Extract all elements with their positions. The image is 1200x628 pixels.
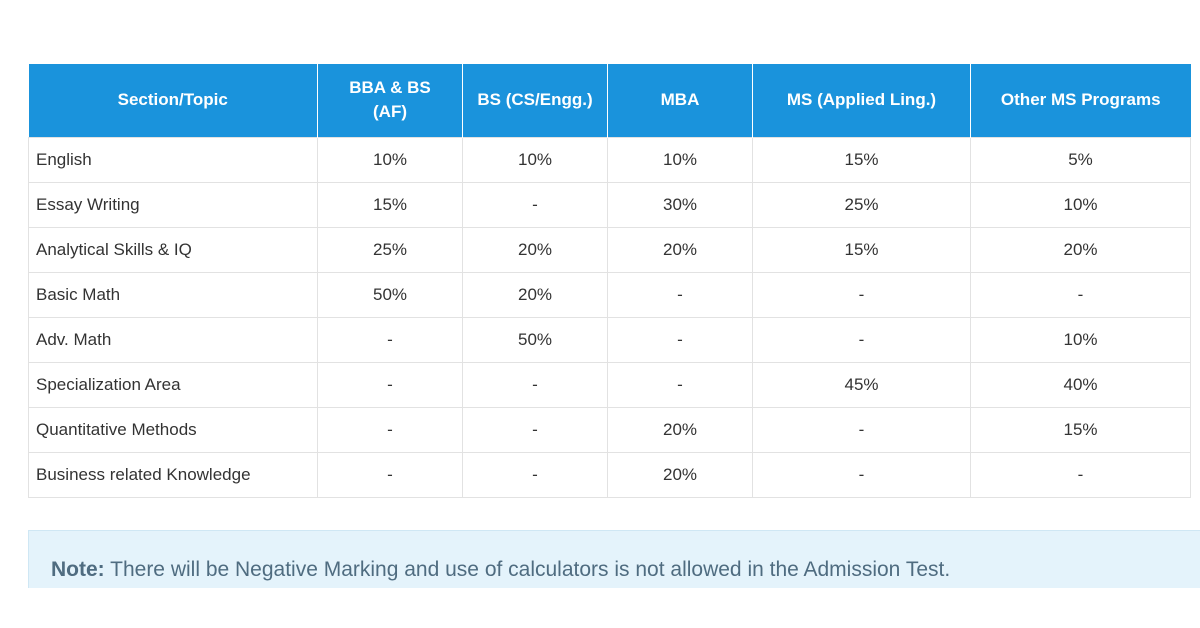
row-value-cell: 30% xyxy=(607,181,753,228)
row-value-cell: - xyxy=(317,451,463,498)
row-topic-cell: English xyxy=(28,136,318,183)
row-value-cell: - xyxy=(317,316,463,363)
row-value-cell: - xyxy=(607,361,753,408)
row-value-cell: - xyxy=(462,181,608,228)
row-value-cell: 25% xyxy=(752,181,971,228)
row-value-cell: 10% xyxy=(970,316,1191,363)
row-value-cell: - xyxy=(752,316,971,363)
header-ms-applied-ling: MS (Applied Ling.) xyxy=(752,64,971,137)
row-topic-cell: Analytical Skills & IQ xyxy=(28,226,318,273)
row-topic-cell: Business related Knowledge xyxy=(28,451,318,498)
note-label: Note: xyxy=(51,558,105,581)
row-topic-cell: Essay Writing xyxy=(28,181,318,228)
row-value-cell: 5% xyxy=(970,136,1191,183)
row-value-cell: 20% xyxy=(462,271,608,318)
row-value-cell: 20% xyxy=(607,406,753,453)
table-row: Adv. Math -50% - -10% xyxy=(28,316,1191,363)
table-row: Quantitative Methods - -20% -15% xyxy=(28,406,1191,453)
table-header-row: Section/Topic BBA & BS (AF) BS (CS/Engg.… xyxy=(28,64,1191,137)
row-topic-cell: Adv. Math xyxy=(28,316,318,363)
table-row: Analytical Skills & IQ 25% 20% 20% 15% 20% xyxy=(28,226,1191,273)
note-text: There will be Negative Marking and use o… xyxy=(104,558,951,581)
row-value-cell: - xyxy=(970,271,1191,318)
row-value-cell: 20% xyxy=(607,226,753,273)
row-value-cell: 10% xyxy=(317,136,463,183)
row-value-cell: 15% xyxy=(317,181,463,228)
row-value-cell: 10% xyxy=(970,181,1191,228)
row-value-cell: 15% xyxy=(752,226,971,273)
row-value-cell: 10% xyxy=(462,136,608,183)
header-mba: MBA xyxy=(607,64,753,137)
table-row: Business related Knowledge - -20% - - xyxy=(28,451,1191,498)
row-value-cell: 50% xyxy=(462,316,608,363)
table-row: Basic Math 50% 20% - - - xyxy=(28,271,1191,318)
test-weightage-table: Section/Topic BBA & BS (AF) BS (CS/Engg.… xyxy=(28,64,1191,498)
header-bs-cs-engg: BS (CS/Engg.) xyxy=(462,64,608,137)
row-topic-cell: Quantitative Methods xyxy=(28,406,318,453)
row-value-cell: 20% xyxy=(607,451,753,498)
header-section-topic: Section/Topic xyxy=(28,64,318,137)
row-value-cell: 20% xyxy=(462,226,608,273)
row-value-cell: 20% xyxy=(970,226,1191,273)
table-row: English 10% 10% 10% 15% 5% xyxy=(28,136,1191,183)
row-topic-cell: Specialization Area xyxy=(28,361,318,408)
row-value-cell: - xyxy=(752,451,971,498)
row-value-cell: - xyxy=(607,316,753,363)
row-value-cell: 15% xyxy=(752,136,971,183)
header-other-ms-programs: Other MS Programs xyxy=(970,64,1191,137)
row-value-cell: - xyxy=(462,361,608,408)
row-topic-cell: Basic Math xyxy=(28,271,318,318)
row-value-cell: - xyxy=(462,406,608,453)
row-value-cell: - xyxy=(317,361,463,408)
row-value-cell: 15% xyxy=(970,406,1191,453)
row-value-cell: 40% xyxy=(970,361,1191,408)
table-row: Specialization Area - - -45% 40% xyxy=(28,361,1191,408)
row-value-cell: - xyxy=(317,406,463,453)
header-bba-bs-af: BBA & BS (AF) xyxy=(317,64,463,137)
row-value-cell: - xyxy=(607,271,753,318)
row-value-cell: 10% xyxy=(607,136,753,183)
table-row: Essay Writing 15% -30% 25% 10% xyxy=(28,181,1191,228)
row-value-cell: - xyxy=(752,406,971,453)
row-value-cell: - xyxy=(462,451,608,498)
row-value-cell: 45% xyxy=(752,361,971,408)
note-box: Note: There will be Negative Marking and… xyxy=(28,530,1200,588)
row-value-cell: 25% xyxy=(317,226,463,273)
row-value-cell: - xyxy=(752,271,971,318)
row-value-cell: 50% xyxy=(317,271,463,318)
row-value-cell: - xyxy=(970,451,1191,498)
